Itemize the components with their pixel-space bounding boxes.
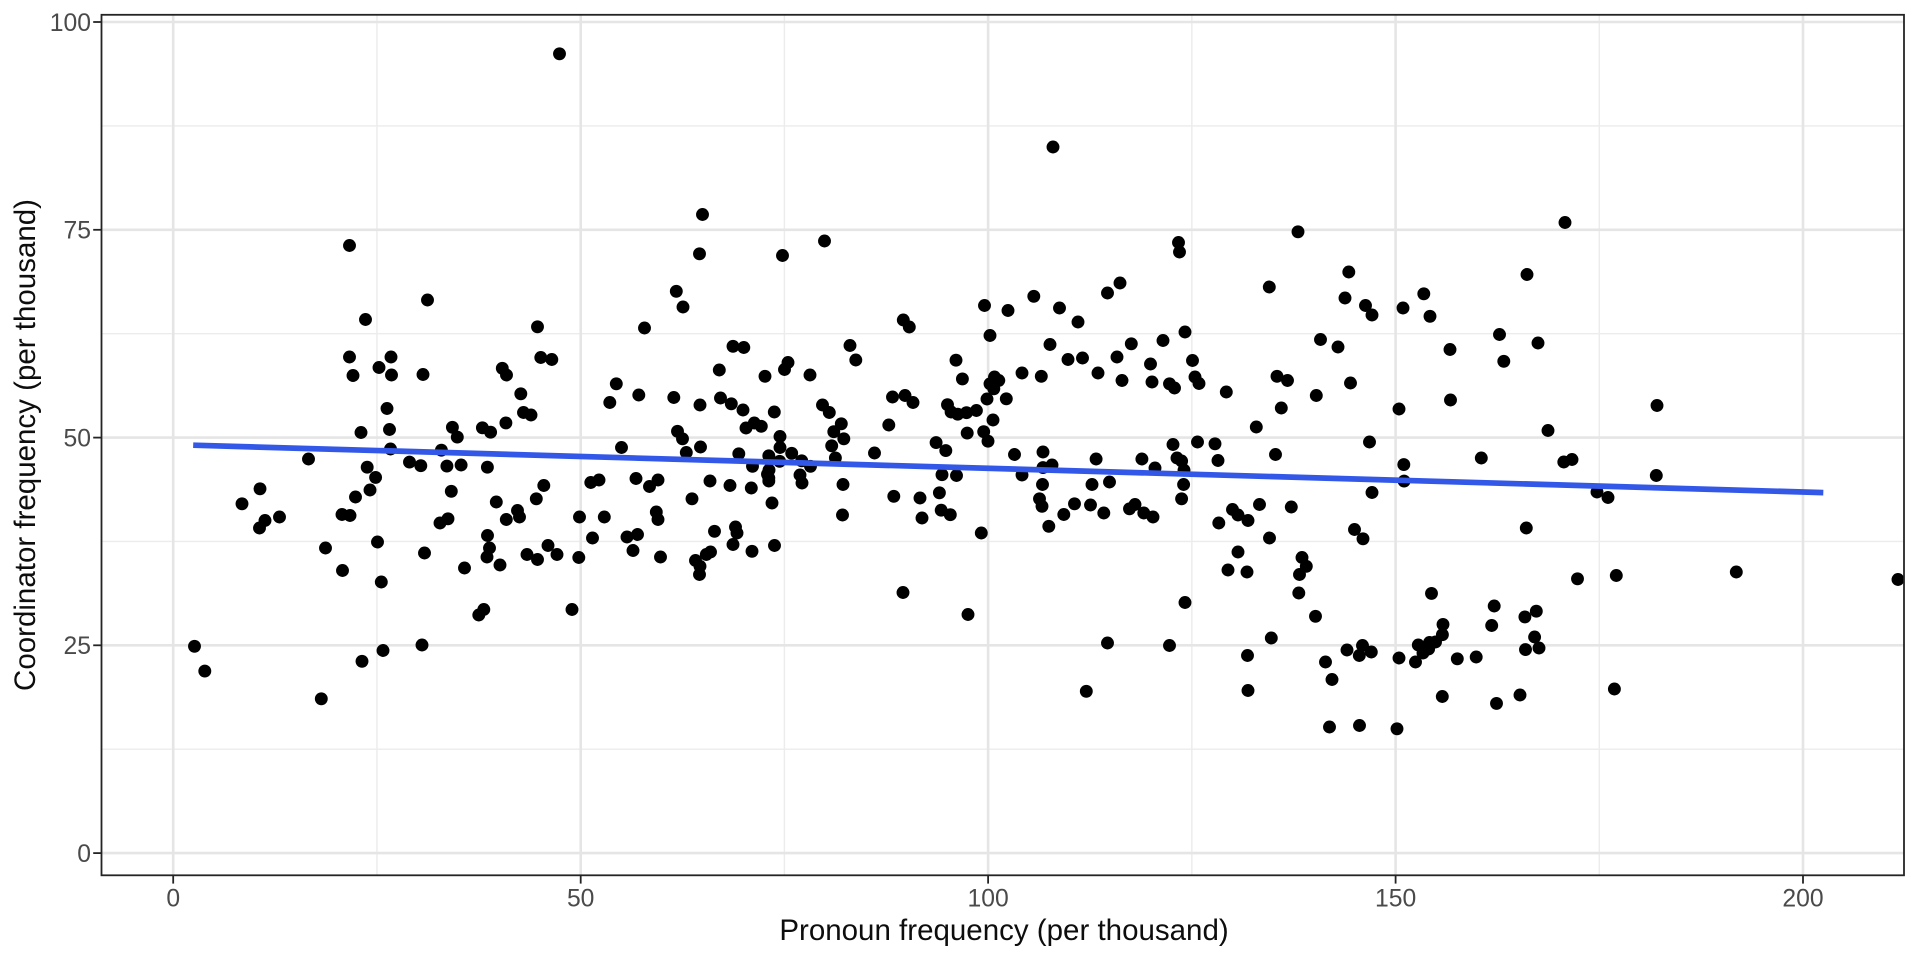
svg-text:25: 25 [64,633,91,660]
svg-text:Pronoun frequency (per thousan: Pronoun frequency (per thousand) [779,914,1228,947]
svg-text:75: 75 [64,218,91,245]
svg-text:0: 0 [166,886,180,913]
svg-text:100: 100 [50,10,91,37]
svg-text:0: 0 [77,841,91,868]
svg-text:50: 50 [567,886,594,913]
svg-text:100: 100 [967,886,1008,913]
svg-text:200: 200 [1782,886,1823,913]
svg-text:50: 50 [64,425,91,452]
svg-text:Coordinator frequency (per tho: Coordinator frequency (per thousand) [9,199,42,691]
svg-text:150: 150 [1375,886,1416,913]
